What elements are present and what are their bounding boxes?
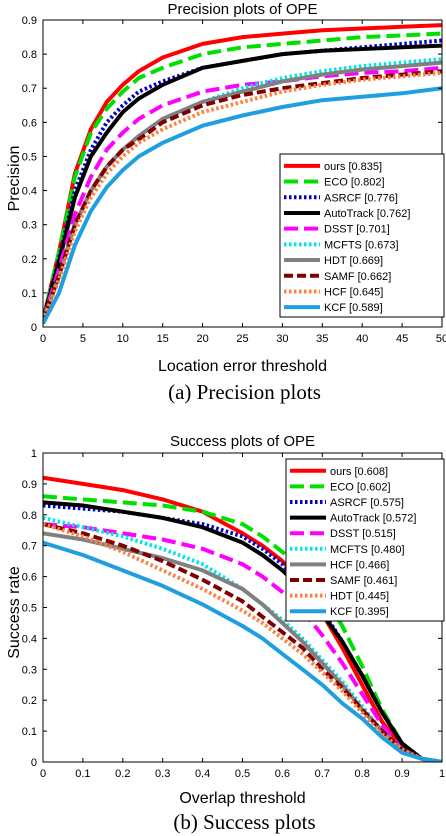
series-line-7 bbox=[43, 60, 442, 321]
x-tick-label: 40 bbox=[356, 333, 368, 345]
x-tick-label: 0.4 bbox=[195, 768, 210, 780]
x-tick-label: 0 bbox=[40, 333, 46, 345]
x-tick-label: 1 bbox=[439, 768, 445, 780]
y-tick-label: 0.6 bbox=[22, 572, 37, 584]
legend-entry: ECO [0.602] bbox=[330, 481, 391, 493]
legend-entry: DSST [0.701] bbox=[324, 224, 390, 236]
x-tick-label: 30 bbox=[276, 333, 288, 345]
y-tick-label: 0.7 bbox=[22, 83, 37, 95]
figure-caption: (b) Success plots bbox=[173, 810, 315, 834]
series-line-9 bbox=[43, 70, 442, 321]
legend-entry: HCF [0.466] bbox=[330, 559, 389, 571]
x-tick-label: 10 bbox=[117, 333, 129, 345]
legend-entry: SAMF [0.662] bbox=[324, 271, 391, 283]
legend-entry: HCF [0.645] bbox=[324, 286, 383, 298]
chart-2: Success plots of OPE 0 0.1 0.2 0.3 0.4 0.5 0.6 0… bbox=[6, 433, 445, 834]
series-line-5 bbox=[43, 65, 442, 321]
y-tick-label: 0.5 bbox=[22, 603, 37, 615]
x-tick-label: 20 bbox=[196, 333, 208, 345]
y-axis-label: Success rate bbox=[6, 566, 23, 659]
legend-entry: KCF [0.395] bbox=[330, 606, 389, 618]
x-tick-label: 0.3 bbox=[155, 768, 170, 780]
series-line-10 bbox=[43, 540, 442, 762]
x-tick-label: 15 bbox=[157, 333, 169, 345]
y-tick-label: 0 bbox=[31, 757, 37, 769]
legend-entry: SAMF [0.461] bbox=[330, 575, 397, 587]
x-tick-label: 25 bbox=[236, 333, 248, 345]
legend-entry: DSST [0.515] bbox=[330, 528, 396, 540]
y-tick-label: 0.1 bbox=[22, 726, 37, 738]
chart-title: Precision plots of OPE bbox=[167, 1, 317, 18]
legend-entry: ours [0.608] bbox=[330, 466, 388, 478]
y-tick-label: 0.4 bbox=[22, 186, 37, 198]
y-tick-label: 0.2 bbox=[22, 695, 37, 707]
legend-entry: ECO [0.802] bbox=[324, 177, 385, 189]
legend-entry: HDT [0.445] bbox=[330, 591, 389, 603]
y-tick-label: 0.2 bbox=[22, 254, 37, 266]
x-tick-label: 0 bbox=[40, 768, 46, 780]
y-tick-label: 0.5 bbox=[22, 151, 37, 163]
chart-1: Precision plots of OPE 0 5 10 15 20 25 30 35 40 45… bbox=[6, 1, 446, 404]
x-axis-label: Overlap threshold bbox=[179, 790, 305, 807]
x-tick-label: 0.7 bbox=[315, 768, 330, 780]
x-tick-label: 45 bbox=[396, 333, 408, 345]
legend-entry: AutoTrack [0.572] bbox=[330, 513, 416, 525]
x-tick-label: 0.8 bbox=[355, 768, 370, 780]
y-tick-label: 0.9 bbox=[22, 15, 37, 27]
x-tick-label: 0.5 bbox=[235, 768, 250, 780]
y-tick-label: 0.7 bbox=[22, 541, 37, 553]
y-tick-label: 0.4 bbox=[22, 633, 37, 645]
x-tick-label: 0.2 bbox=[115, 768, 130, 780]
legend: ours [0.835] ECO [0.802] ASRCF [0.776] Auto… bbox=[279, 153, 445, 318]
x-tick-label: 5 bbox=[80, 333, 86, 345]
y-tick-label: 0 bbox=[31, 322, 37, 334]
series-line-4 bbox=[43, 43, 442, 321]
legend-entry: MCFTS [0.480] bbox=[330, 544, 405, 556]
y-tick-label: 0.3 bbox=[22, 220, 37, 232]
legend-entry: ASRCF [0.575] bbox=[330, 497, 404, 509]
y-tick-label: 0.3 bbox=[22, 664, 37, 676]
y-tick-label: 0.6 bbox=[22, 117, 37, 129]
series-line-9 bbox=[43, 522, 442, 762]
legend-entry: MCFTS [0.673] bbox=[324, 239, 399, 251]
plot-lines bbox=[43, 23, 442, 325]
series-line-10 bbox=[43, 86, 442, 325]
legend: ours [0.608] ECO [0.602] ASRCF [0.575] Auto… bbox=[285, 458, 445, 622]
y-tick-label: 0.8 bbox=[22, 510, 37, 522]
figure-caption: (a) Precision plots bbox=[168, 380, 321, 404]
legend-entry: AutoTrack [0.762] bbox=[324, 208, 410, 220]
series-line-2 bbox=[43, 31, 442, 321]
legend-entry: KCF [0.589] bbox=[324, 302, 383, 314]
legend-entry: ours [0.835] bbox=[324, 161, 382, 173]
x-tick-label: 35 bbox=[316, 333, 328, 345]
y-axis-label: Precision bbox=[6, 146, 23, 212]
chart-title: Success plots of OPE bbox=[170, 433, 315, 450]
y-tick-label: 0.9 bbox=[22, 479, 37, 491]
x-tick-label: 0.9 bbox=[394, 768, 409, 780]
x-tick-label: 0.1 bbox=[75, 768, 90, 780]
y-tick-label: 0.8 bbox=[22, 49, 37, 61]
x-tick-label: 0.6 bbox=[275, 768, 290, 780]
legend-entry: ASRCF [0.776] bbox=[324, 192, 398, 204]
legend-entry: HDT [0.669] bbox=[324, 255, 383, 267]
y-tick-label: 0.1 bbox=[22, 288, 37, 300]
y-tick-label: 1 bbox=[31, 448, 37, 460]
x-tick-label: 50 bbox=[436, 333, 446, 345]
x-axis-label: Location error threshold bbox=[158, 358, 327, 375]
